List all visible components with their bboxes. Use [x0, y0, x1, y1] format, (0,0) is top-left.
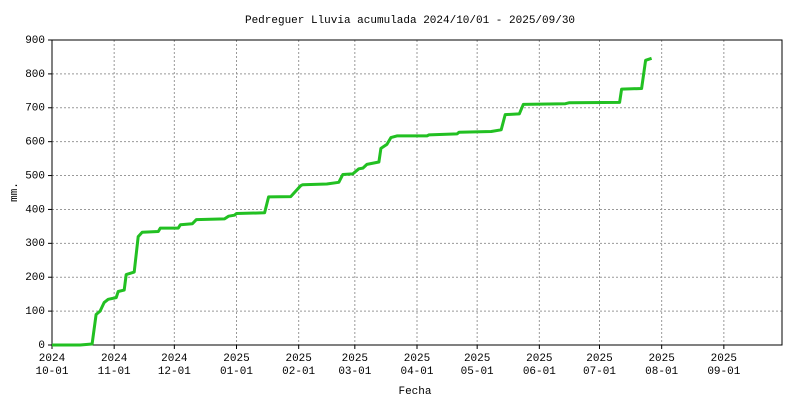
x-tick-label: 07-01 — [583, 366, 616, 378]
y-tick-label: 900 — [25, 35, 45, 47]
y-tick-label: 500 — [25, 170, 45, 182]
y-tick-label: 600 — [25, 137, 45, 149]
data-line — [52, 56, 653, 347]
y-tick-label: 100 — [25, 306, 45, 318]
plot-frame — [51, 39, 783, 346]
y-tick-label: 0 — [38, 340, 45, 352]
x-tick-label: 04-01 — [400, 366, 433, 378]
x-tick-label: 11-01 — [98, 366, 131, 378]
x-tick-label: 2024 — [101, 353, 128, 365]
y-tick-label: 700 — [25, 103, 45, 115]
x-tick-label: 06-01 — [523, 366, 556, 378]
x-tick-label: 02-01 — [282, 366, 315, 378]
x-tick-label: 01-01 — [220, 366, 253, 378]
x-tick-label: 2025 — [464, 353, 490, 365]
x-tick-label: 2025 — [404, 353, 430, 365]
chart-title: Pedreguer Lluvia acumulada 2024/10/01 - … — [245, 15, 575, 27]
x-tick-label: 10-01 — [35, 366, 68, 378]
x-tick-label: 2024 — [161, 353, 188, 365]
x-tick-label: 09-01 — [707, 366, 740, 378]
x-tick-label: 2025 — [285, 353, 311, 365]
y-tick-label: 200 — [25, 272, 45, 284]
y-tick-label: 300 — [25, 238, 45, 250]
x-tick-label: 2025 — [586, 353, 612, 365]
x-tick-label: 2024 — [39, 353, 66, 365]
x-tick-label: 2025 — [223, 353, 249, 365]
x-tick-label: 12-01 — [158, 366, 191, 378]
y-tick-label: 800 — [25, 69, 45, 81]
x-tick-label: 2025 — [342, 353, 368, 365]
x-tick-label: 03-01 — [338, 366, 371, 378]
y-tick-label: 400 — [25, 204, 45, 216]
x-tick-label: 08-01 — [645, 366, 678, 378]
x-tick-label: 2025 — [648, 353, 674, 365]
x-tick-label: 05-01 — [461, 366, 494, 378]
x-axis-label: Fecha — [398, 386, 431, 398]
y-axis-label: mm. — [9, 182, 21, 202]
x-tick-label: 2025 — [526, 353, 552, 365]
x-tick-label: 2025 — [711, 353, 737, 365]
